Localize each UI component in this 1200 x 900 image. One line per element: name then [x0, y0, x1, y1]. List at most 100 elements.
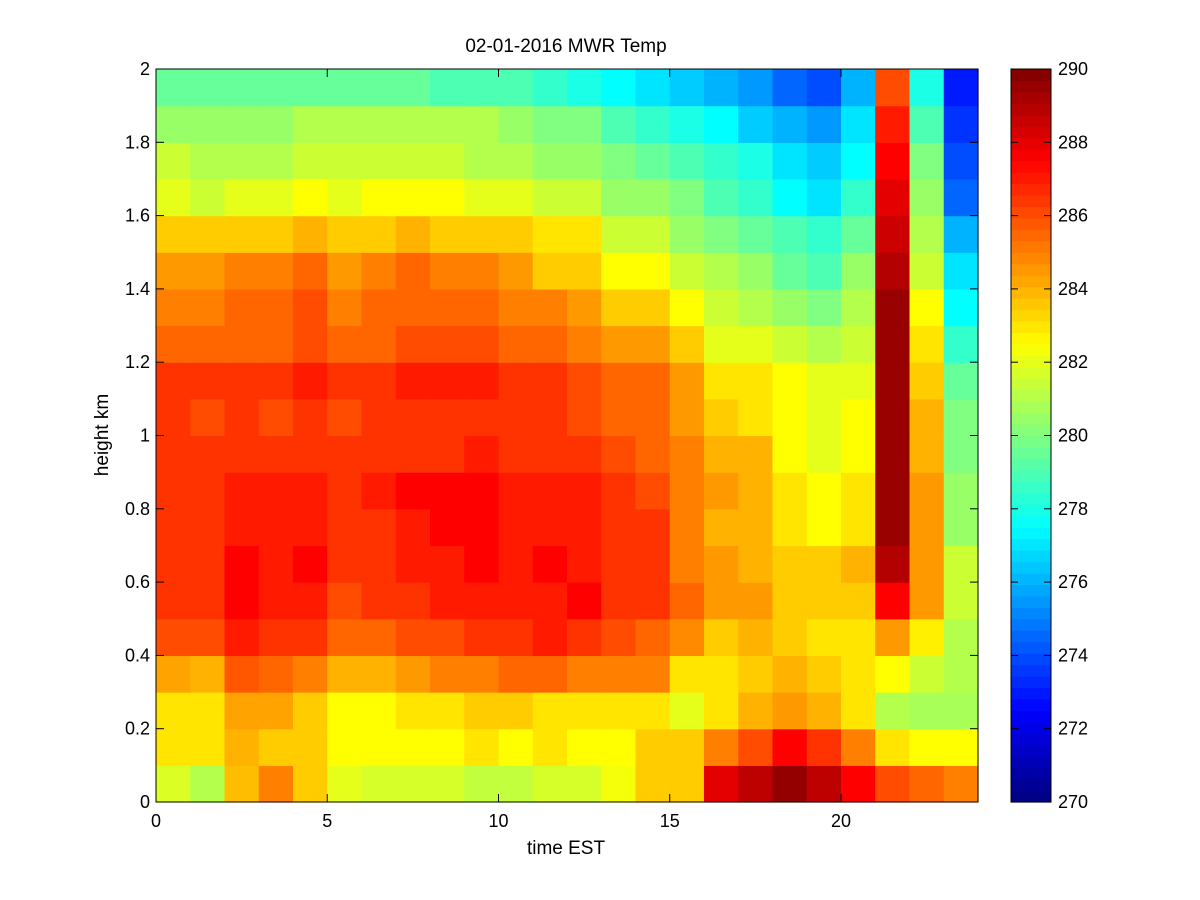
heatmap-cell [772, 545, 808, 583]
colorbar-segment [1011, 378, 1051, 391]
heatmap-cell [669, 69, 705, 107]
heatmap-cell [293, 472, 328, 510]
colorbar-segment [1011, 538, 1051, 551]
colorbar-segment [1011, 710, 1051, 723]
heatmap-cell [361, 765, 397, 803]
heatmap-cell [156, 252, 191, 290]
heatmap-cell [361, 69, 397, 107]
colorbar-segment [1011, 584, 1051, 597]
heatmap-cell [806, 618, 842, 656]
heatmap-cell [190, 288, 226, 327]
heatmap-cell [806, 765, 842, 803]
heatmap-cell [567, 618, 602, 656]
heatmap-cell [464, 288, 500, 327]
heatmap-cell [875, 582, 911, 620]
heatmap-cell [224, 435, 260, 473]
heatmap-cell [772, 398, 808, 437]
heatmap-cell [875, 252, 911, 290]
heatmap-cell [567, 472, 602, 510]
heatmap-cell [224, 105, 260, 143]
heatmap-cell [430, 692, 465, 730]
heatmap-cell [772, 215, 808, 253]
heatmap-cell [498, 618, 534, 656]
heatmap-cell [704, 435, 739, 473]
heatmap-cell [464, 582, 500, 620]
heatmap-cell [669, 582, 705, 620]
heatmap-cell [738, 508, 774, 547]
heatmap-cell [293, 215, 328, 253]
heatmap-cell [395, 582, 431, 620]
heatmap-cell [841, 288, 876, 327]
heatmap-cell [875, 142, 911, 180]
heatmap-cell [156, 582, 191, 620]
heatmap-cell [327, 618, 363, 656]
heatmap-cell [156, 398, 191, 437]
heatmap-cell [361, 288, 397, 327]
heatmap-cell [875, 105, 911, 143]
heatmap-cell [909, 362, 945, 400]
heatmap-cell [669, 728, 705, 766]
heatmap-cell [498, 765, 534, 803]
heatmap-cell [567, 765, 602, 803]
heatmap-cell [567, 362, 602, 400]
heatmap-cell [532, 398, 568, 437]
heatmap-cell [464, 765, 500, 803]
heatmap-cell [498, 215, 534, 253]
heatmap-cell [498, 105, 534, 143]
heatmap-cell [841, 765, 876, 803]
heatmap-cell [430, 215, 465, 253]
colorbar-tick-label: 286 [1058, 206, 1088, 226]
heatmap-cell [806, 362, 842, 400]
heatmap-cell [293, 692, 328, 730]
colorbar-segment [1011, 527, 1051, 540]
heatmap-cell [704, 618, 739, 656]
colorbar-segment [1011, 790, 1051, 803]
heatmap-cell [498, 508, 534, 547]
heatmap-cell [190, 69, 226, 107]
colorbar-segment [1011, 756, 1051, 769]
heatmap-cell [430, 472, 465, 510]
heatmap-cell [704, 142, 739, 180]
colorbar-segment [1011, 183, 1051, 196]
heatmap-cell [190, 472, 226, 510]
heatmap-cell [601, 472, 637, 510]
colorbar-segment [1011, 275, 1051, 288]
heatmap-cell [669, 398, 705, 437]
heatmap-cell [704, 288, 739, 327]
heatmap-cell [532, 142, 568, 180]
heatmap-cell [669, 252, 705, 290]
heatmap-cell [532, 508, 568, 547]
heatmap-cell [704, 582, 739, 620]
heatmap-cell [498, 142, 534, 180]
heatmap-cell [190, 545, 226, 583]
colorbar-tick-label: 290 [1058, 59, 1088, 79]
heatmap-cell [943, 252, 979, 290]
heatmap-cell [258, 655, 294, 693]
heatmap-cell [190, 362, 226, 400]
heatmap-cell [943, 178, 979, 217]
heatmap-cell [806, 288, 842, 327]
heatmap-cell [635, 69, 671, 107]
colorbar-segment [1011, 229, 1051, 242]
heatmap-cell [532, 582, 568, 620]
heatmap-cell [293, 728, 328, 766]
heatmap-cell [395, 69, 431, 107]
heatmap-cell [361, 252, 397, 290]
y-tick-label: 2 [140, 59, 150, 79]
heatmap-cell [532, 178, 568, 217]
heatmap-cell [635, 398, 671, 437]
heatmap-cell [943, 728, 979, 766]
heatmap-cell [327, 692, 363, 730]
heatmap-cell [909, 765, 945, 803]
y-tick-label: 1.2 [125, 352, 150, 372]
heatmap-cell [567, 398, 602, 437]
colorbar-segment [1011, 126, 1051, 139]
heatmap-cell [224, 252, 260, 290]
colorbar-segment [1011, 687, 1051, 700]
heatmap-cell [841, 728, 876, 766]
heatmap-cell [567, 435, 602, 473]
heatmap-cell [909, 472, 945, 510]
heatmap-cell [464, 178, 500, 217]
colorbar-segment [1011, 355, 1051, 368]
heatmap-cell [395, 398, 431, 437]
